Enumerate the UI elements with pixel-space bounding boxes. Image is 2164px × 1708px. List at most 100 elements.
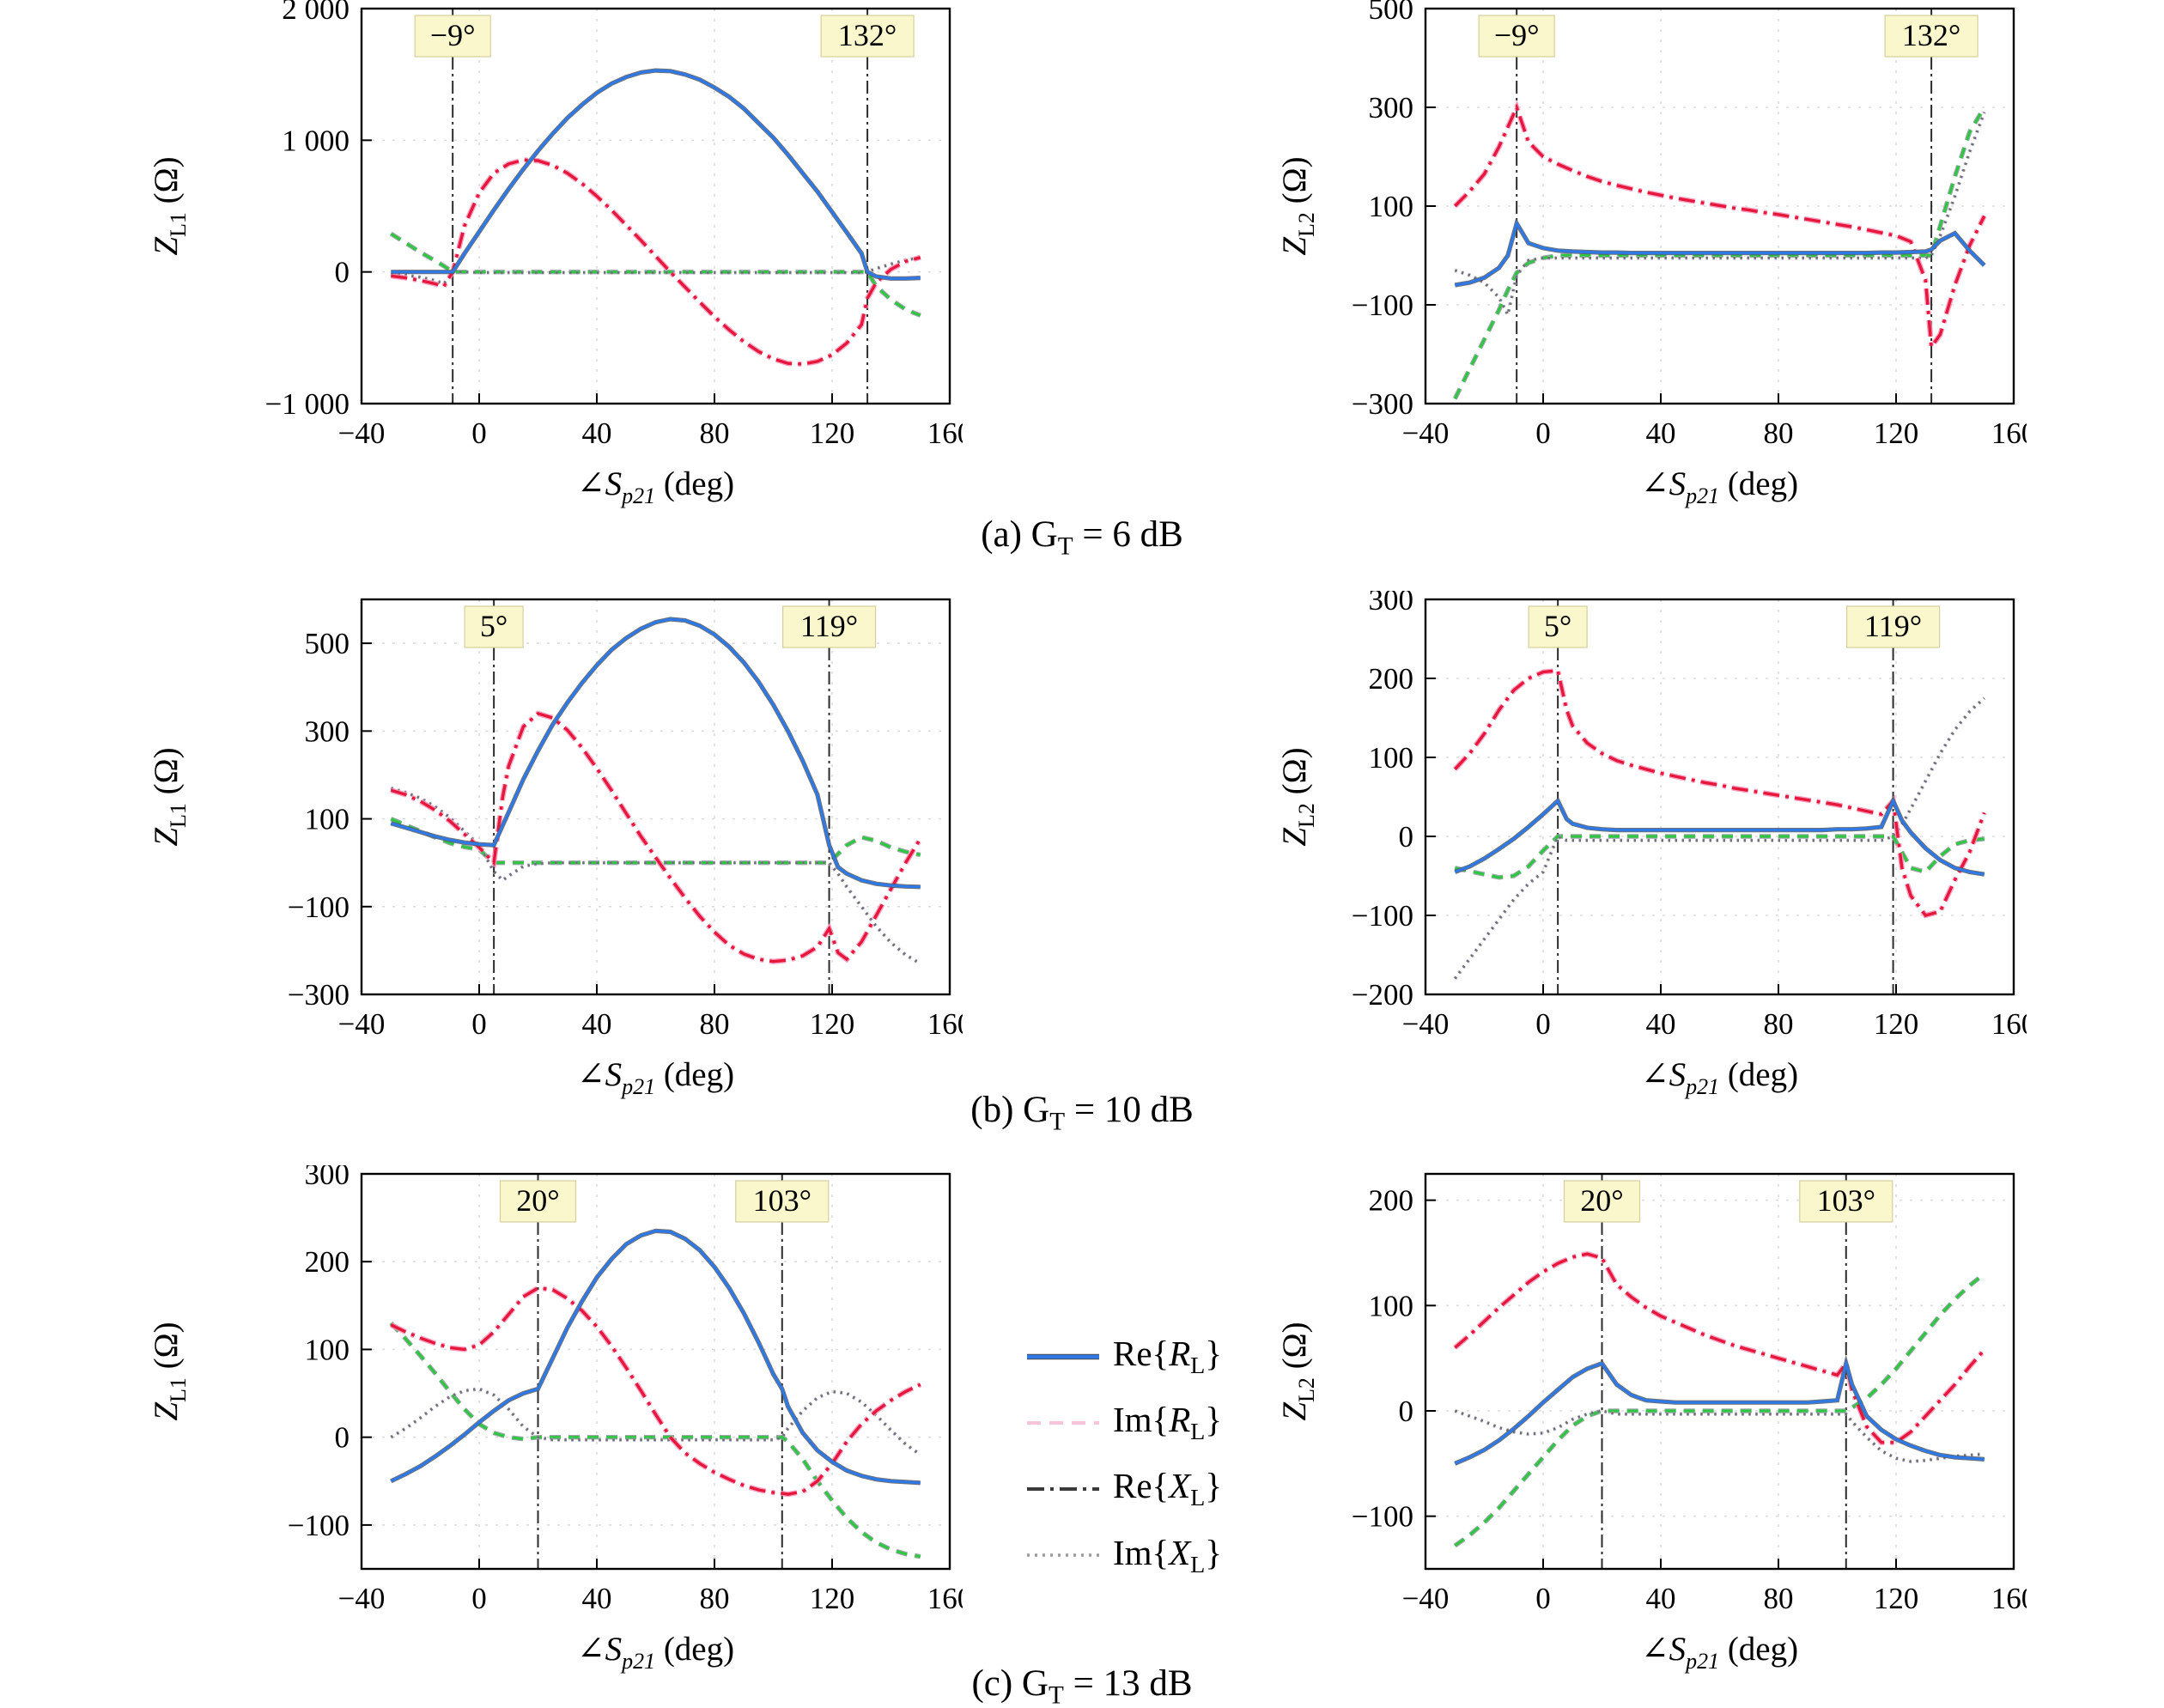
chart-c-right: −40 0 40 80 120 160 200 100 0 −100 20° 103° ZL2 (Ω) ∠… <box>1276 1172 2027 1674</box>
y-tick-label: 300 <box>305 714 350 748</box>
y-tick-label: 100 <box>305 803 350 836</box>
chart-c-left: −40 0 40 80 120 160 300 200 100 0 −100 20° 103° ZL1 (… <box>148 1165 963 1674</box>
y-axis-label: ZL1 (Ω) <box>148 156 191 255</box>
marker-label-box <box>735 1180 830 1223</box>
y-axis-label: ZL1 (Ω) <box>148 1322 191 1420</box>
x-tick-label: 40 <box>1646 1582 1676 1615</box>
x-tick-label: −40 <box>338 1582 386 1615</box>
y-tick-label: 2 000 <box>282 0 350 26</box>
y-axis-label: ZL1 (Ω) <box>148 747 191 846</box>
series-s3 <box>390 711 922 963</box>
series-s4 <box>390 1387 921 1456</box>
series-s3 <box>1454 1252 1986 1444</box>
y-tick-label: 500 <box>1369 0 1414 26</box>
y-tick-label: 200 <box>1369 1184 1414 1218</box>
x-tick-label: 0 <box>1535 416 1551 450</box>
legend-label-post: } <box>1205 1532 1222 1572</box>
y-tick-label: 100 <box>1369 1289 1414 1322</box>
y-tick-label: −100 <box>1352 1500 1413 1534</box>
legend-label-var: X <box>1169 1466 1191 1506</box>
y-axis-label: ZL2 (Ω) <box>1276 747 1319 846</box>
x-tick-label: 80 <box>1764 416 1794 450</box>
x-tick-label: 40 <box>1646 416 1676 450</box>
y-tick-label: 500 <box>305 627 350 660</box>
series-s1 <box>1454 1358 1985 1465</box>
x-tick-label: 120 <box>810 1007 855 1041</box>
x-axis-label: ∠Sp21 (deg) <box>1641 1056 1798 1099</box>
series-s3-underlay <box>1453 100 1987 355</box>
series-s1-underlay <box>391 68 921 281</box>
y-tick-label: 0 <box>335 1421 350 1455</box>
x-tick-label: 0 <box>1535 1007 1551 1041</box>
marker-label-box <box>1845 605 1941 648</box>
y-axis-label: ZL2 (Ω) <box>1276 156 1319 255</box>
x-tick-label: 120 <box>1874 1582 1919 1615</box>
legend-row-im-rl: Im{RL} <box>1024 1399 1222 1446</box>
series-s4 <box>1454 112 1986 319</box>
x-axis-label: ∠Sp21 (deg) <box>577 1631 734 1674</box>
series-s4-underlay <box>390 1387 922 1456</box>
legend-label-var: R <box>1169 1400 1191 1440</box>
x-tick-label: 160 <box>1991 1007 2027 1041</box>
y-tick-label: 1 000 <box>282 124 350 157</box>
series-s2 <box>390 1322 921 1559</box>
legend-label-sub: L <box>1190 1352 1206 1380</box>
y-tick-label: −100 <box>1352 289 1413 322</box>
caption-b: (b) GT = 10 dB <box>0 1089 2164 1137</box>
caption-c: (c) GT = 13 dB <box>0 1662 2164 1708</box>
x-axis-label: ∠Sp21 (deg) <box>1641 1631 1798 1674</box>
legend-label-pre: Im{ <box>1113 1532 1170 1572</box>
legend-label-pre: Im{ <box>1113 1400 1170 1440</box>
plot-border <box>1424 598 2015 996</box>
series-s1-underlay <box>1454 1354 1985 1466</box>
x-tick-label: 120 <box>810 416 855 450</box>
chart-b-right: −40 0 40 80 120 160 300 200 100 0 −100 −200 5° 119° ZL… <box>1276 591 2027 1099</box>
caption-c-rest: = 13 dB <box>1063 1663 1193 1704</box>
y-axis-label: ZL2 (Ω) <box>1276 1322 1319 1420</box>
x-tick-label: 120 <box>1874 1007 1919 1041</box>
x-tick-label: 40 <box>582 416 612 450</box>
marker-label-box <box>464 605 524 648</box>
x-tick-label: −40 <box>1402 1007 1450 1041</box>
caption-b-rest: = 10 dB <box>1065 1090 1194 1130</box>
marker-label-box <box>499 1180 577 1223</box>
caption-b-sub: T <box>1049 1108 1066 1136</box>
series-s1 <box>390 1229 921 1485</box>
marker-label-box <box>1528 605 1588 648</box>
plot-border <box>360 7 951 405</box>
plot-border <box>360 598 951 996</box>
legend-label-sub: L <box>1190 1419 1206 1446</box>
legend-label: Re{RL} <box>1113 1333 1222 1380</box>
x-tick-label: 0 <box>1535 1582 1551 1615</box>
series-s4 <box>390 787 921 965</box>
legend-sample-dashdot-line <box>1027 1486 1099 1491</box>
marker-label: 119° <box>800 609 858 643</box>
y-tick-label: 100 <box>305 1333 350 1366</box>
y-tick-label: −1 000 <box>265 387 350 421</box>
series-s3-underlay <box>1453 1251 1987 1445</box>
series-s2 <box>1454 835 1985 879</box>
legend-row-im-xl: Im{XL} <box>1024 1532 1222 1579</box>
caption-a-rest: = 6 dB <box>1073 514 1183 555</box>
marker-label: 119° <box>1864 609 1922 643</box>
legend-label-post: } <box>1205 1334 1222 1373</box>
caption-a-sub: T <box>1057 532 1073 561</box>
x-tick-label: 160 <box>927 1007 963 1041</box>
marker-label: 20° <box>516 1183 559 1218</box>
y-tick-label: 100 <box>1369 190 1414 223</box>
caption-b-text: (b) G <box>970 1090 1050 1130</box>
x-tick-label: 80 <box>1764 1582 1794 1615</box>
chart-a-right: −40 0 40 80 120 160 500 300 100 −100 −300 −9° 132° ZL… <box>1276 0 2027 508</box>
marker-label-box <box>781 605 877 648</box>
y-tick-label: −100 <box>1352 899 1413 933</box>
series-s4-underlay <box>1454 111 1986 321</box>
x-tick-label: 160 <box>927 416 963 450</box>
legend-row-re-rl: Re{RL} <box>1024 1333 1222 1380</box>
legend-label-pre: Re{ <box>1113 1334 1170 1373</box>
series-s3 <box>390 1286 921 1496</box>
x-tick-label: 0 <box>471 1007 487 1041</box>
series-s1 <box>390 617 921 889</box>
legend-label-var: X <box>1169 1532 1191 1572</box>
series-s2 <box>390 232 921 317</box>
